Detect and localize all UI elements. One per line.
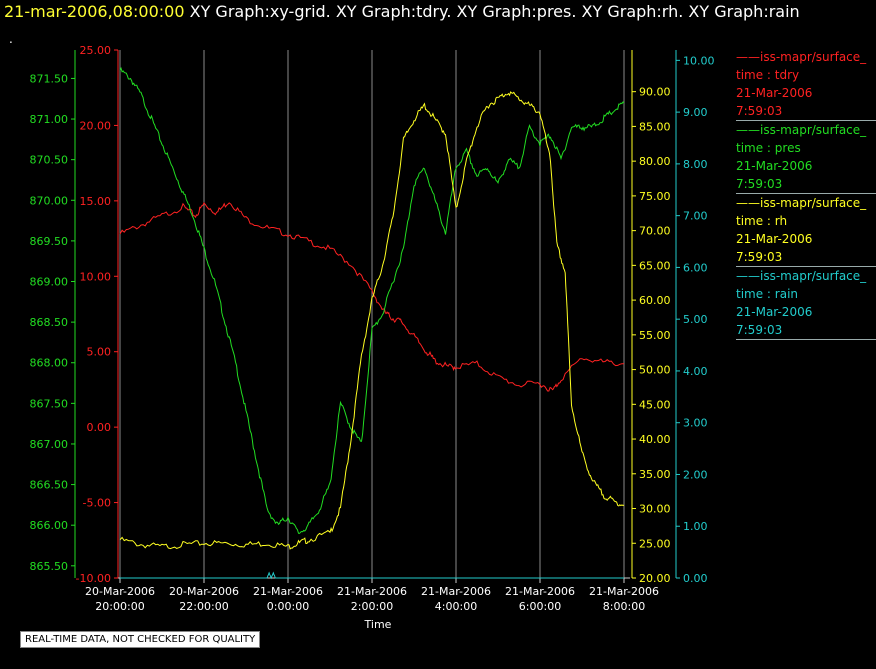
- x-tick-label: 21-Mar-2006: [589, 585, 659, 598]
- tdry-tick-label: -10.00: [76, 572, 111, 585]
- header: 21-mar-2006,08:00:00 XY Graph:xy-grid. X…: [4, 2, 800, 21]
- tdry-series-line: [119, 201, 624, 392]
- rain-tick-label: 0.00: [683, 572, 708, 585]
- x-tick-label: 20-Mar-2006: [85, 585, 155, 598]
- rain-tick-label: 6.00: [683, 261, 708, 274]
- pres-tick-label: 870.50: [30, 154, 69, 167]
- legend-var: time : tdry: [736, 68, 800, 82]
- pres-tick-label: 868.50: [30, 316, 69, 329]
- legend-var: time : rain: [736, 287, 799, 301]
- rain-tick-label: 3.00: [683, 417, 708, 430]
- pres-tick-label: 869.00: [30, 276, 69, 289]
- rain-tick-label: 2.00: [683, 468, 708, 481]
- pres-tick-label: 867.50: [30, 397, 69, 410]
- rh-tick-label: 30.00: [639, 503, 671, 516]
- legend-name: ——iss-mapr/surface_: [736, 269, 867, 283]
- x-tick-label: 6:00:00: [519, 600, 561, 613]
- tdry-tick-label: 0.00: [87, 421, 112, 434]
- rain-tick-label: 8.00: [683, 158, 708, 171]
- legend-entry-rh: ——iss-mapr/surface_ time : rh 21-Mar-200…: [736, 194, 876, 267]
- tdry-tick-label: 5.00: [87, 346, 112, 359]
- rh-tick-label: 60.00: [639, 294, 671, 307]
- legend-date: 21-Mar-2006: [736, 159, 813, 173]
- tdry-tick-label: -5.00: [83, 497, 111, 510]
- pres-tick-label: 866.00: [30, 519, 69, 532]
- legend-name: ——iss-mapr/surface_: [736, 50, 867, 64]
- x-tick-label: 21-Mar-2006: [505, 585, 575, 598]
- x-tick-label: 4:00:00: [435, 600, 477, 613]
- x-axis-label: Time: [364, 618, 392, 631]
- legend-var: time : rh: [736, 214, 788, 228]
- rain-tick-label: 10.00: [683, 54, 715, 67]
- rh-tick-label: 20.00: [639, 572, 671, 585]
- legend-date: 21-Mar-2006: [736, 305, 813, 319]
- pres-tick-label: 871.50: [30, 72, 69, 85]
- x-tick-label: 0:00:00: [267, 600, 309, 613]
- rh-series-line: [119, 91, 625, 550]
- rh-tick-label: 45.00: [639, 398, 671, 411]
- tdry-tick-label: 15.00: [80, 195, 112, 208]
- legend-entry-rain: ——iss-mapr/surface_ time : rain 21-Mar-2…: [736, 267, 876, 340]
- pres-tick-label: 871.00: [30, 113, 69, 126]
- rain-tick-label: 5.00: [683, 313, 708, 326]
- header-title: XY Graph:xy-grid. XY Graph:tdry. XY Grap…: [189, 2, 800, 21]
- header-date: 21-mar-2006,08:00:00: [4, 2, 185, 21]
- legend-date: 21-Mar-2006: [736, 86, 813, 100]
- legend-entry-tdry: ——iss-mapr/surface_ time : tdry 21-Mar-2…: [736, 48, 876, 121]
- pres-tick-label: 868.00: [30, 357, 69, 370]
- legend-entry-pres: ——iss-mapr/surface_ time : pres 21-Mar-2…: [736, 121, 876, 194]
- rh-tick-label: 70.00: [639, 225, 671, 238]
- x-tick-label: 21-Mar-2006: [337, 585, 407, 598]
- rh-tick-label: 85.00: [639, 120, 671, 133]
- legend-time: 7:59:03: [736, 104, 783, 118]
- rh-tick-label: 55.00: [639, 329, 671, 342]
- legend-time: 7:59:03: [736, 177, 783, 191]
- rain-series-line: [120, 571, 624, 580]
- x-tick-label: 2:00:00: [351, 600, 393, 613]
- pres-series-line: [119, 66, 625, 534]
- x-tick-label: 21-Mar-2006: [421, 585, 491, 598]
- tdry-tick-label: 25.00: [80, 44, 112, 57]
- rh-tick-label: 50.00: [639, 364, 671, 377]
- rh-tick-label: 90.00: [639, 86, 671, 99]
- pres-tick-label: 870.00: [30, 194, 69, 207]
- x-tick-label: 21-Mar-2006: [253, 585, 323, 598]
- pres-tick-label: 865.50: [30, 560, 69, 573]
- rh-tick-label: 65.00: [639, 259, 671, 272]
- x-tick-label: 22:00:00: [179, 600, 228, 613]
- legend-time: 7:59:03: [736, 323, 783, 337]
- pres-tick-label: 866.50: [30, 479, 69, 492]
- legend-var: time : pres: [736, 141, 801, 155]
- legend-name: ——iss-mapr/surface_: [736, 123, 867, 137]
- rh-tick-label: 40.00: [639, 433, 671, 446]
- x-tick-label: 8:00:00: [603, 600, 645, 613]
- legend-date: 21-Mar-2006: [736, 232, 813, 246]
- pres-tick-label: 867.00: [30, 438, 69, 451]
- rh-tick-label: 35.00: [639, 468, 671, 481]
- rh-tick-label: 80.00: [639, 155, 671, 168]
- rh-tick-label: 75.00: [639, 190, 671, 203]
- rain-tick-label: 1.00: [683, 520, 708, 533]
- rain-tick-label: 4.00: [683, 365, 708, 378]
- tdry-tick-label: 20.00: [80, 119, 112, 132]
- x-tick-label: 20:00:00: [95, 600, 144, 613]
- rh-tick-label: 25.00: [639, 537, 671, 550]
- rain-tick-label: 7.00: [683, 210, 708, 223]
- pres-tick-label: 869.50: [30, 235, 69, 248]
- marker-dot: .: [9, 32, 13, 46]
- legend: ——iss-mapr/surface_ time : tdry 21-Mar-2…: [736, 48, 876, 340]
- rain-tick-label: 9.00: [683, 106, 708, 119]
- x-tick-label: 20-Mar-2006: [169, 585, 239, 598]
- quality-warning: REAL-TIME DATA, NOT CHECKED FOR QUALITY: [20, 631, 261, 648]
- legend-name: ——iss-mapr/surface_: [736, 196, 867, 210]
- legend-time: 7:59:03: [736, 250, 783, 264]
- tdry-tick-label: 10.00: [80, 270, 112, 283]
